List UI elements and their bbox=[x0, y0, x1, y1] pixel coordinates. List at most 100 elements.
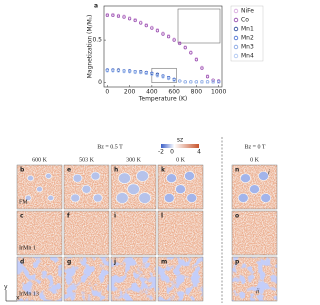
panel-letter: n bbox=[235, 167, 239, 174]
field-header: Bz = 0 T bbox=[244, 144, 265, 150]
tile-texture bbox=[232, 211, 277, 255]
data-point bbox=[133, 18, 137, 23]
tile-frame bbox=[231, 164, 278, 210]
domain bbox=[90, 171, 101, 181]
panel-letter: l bbox=[161, 213, 163, 220]
tile-texture bbox=[158, 211, 203, 255]
domain bbox=[240, 173, 251, 183]
temperature: 0 K bbox=[176, 157, 186, 163]
x-tick-label: 0 bbox=[105, 89, 109, 96]
data-point bbox=[200, 80, 204, 84]
data-point bbox=[205, 80, 210, 84]
x-tick-label: 200 bbox=[124, 89, 136, 96]
x-tick-label: 1000 bbox=[211, 89, 226, 96]
domain bbox=[47, 195, 55, 202]
domain bbox=[92, 193, 103, 203]
tile-frame bbox=[157, 256, 204, 302]
data-point bbox=[194, 80, 198, 84]
temperature: 503 K bbox=[79, 157, 95, 163]
data-point bbox=[217, 80, 221, 84]
panel-letter: h bbox=[114, 167, 118, 174]
domain bbox=[81, 184, 92, 194]
data-point bbox=[105, 13, 109, 17]
legend-label: Mn1 bbox=[241, 26, 254, 33]
tile-frame bbox=[157, 164, 204, 210]
colorbar-tick: 0 bbox=[170, 149, 174, 156]
domains bbox=[17, 257, 62, 301]
panel-letter: f bbox=[67, 213, 70, 220]
legend-marker bbox=[233, 26, 239, 32]
panel-letter: e bbox=[67, 167, 71, 174]
tile-frame bbox=[110, 164, 157, 210]
legend-label: Co bbox=[241, 17, 249, 24]
field-header: Bz = 0.5 T bbox=[97, 144, 123, 150]
data-point bbox=[183, 80, 187, 84]
domain bbox=[138, 192, 152, 204]
tile-frame bbox=[63, 164, 110, 210]
data-point bbox=[150, 72, 154, 76]
data-point bbox=[189, 51, 193, 55]
temperature: 300 K bbox=[126, 157, 142, 163]
data-point bbox=[166, 76, 171, 81]
data-point bbox=[128, 17, 132, 21]
domains bbox=[111, 257, 156, 301]
legend-frame bbox=[230, 5, 264, 62]
snapshot-grid: Bz = 0.5 T Bz = 0 T sz -2 0 4 600 K 503 K 300 K 0… bbox=[4, 137, 278, 303]
data-point bbox=[172, 78, 176, 82]
domain bbox=[36, 186, 43, 193]
data-point bbox=[144, 24, 148, 28]
colorbar bbox=[161, 144, 199, 148]
domain bbox=[115, 192, 129, 204]
tile-texture bbox=[64, 211, 109, 255]
domain bbox=[27, 175, 34, 182]
data-point bbox=[139, 21, 143, 25]
data-point bbox=[122, 70, 126, 74]
marker: i bbox=[268, 170, 270, 177]
panel-letter: b bbox=[20, 167, 25, 174]
marker: ii bbox=[256, 289, 260, 296]
domain bbox=[186, 193, 198, 203]
x-tick-label: 400 bbox=[146, 89, 158, 96]
temperature: 600 K bbox=[32, 157, 48, 163]
y-tick-label: 0.5 bbox=[92, 37, 102, 44]
legend-marker bbox=[233, 35, 239, 41]
data-point bbox=[178, 79, 182, 83]
data-point bbox=[200, 66, 204, 70]
domains bbox=[64, 257, 109, 301]
plot-frame bbox=[103, 5, 223, 88]
legend-marker bbox=[233, 8, 239, 14]
colorbar-tick: 4 bbox=[197, 149, 201, 156]
tile-frame bbox=[110, 256, 157, 302]
domain bbox=[70, 193, 81, 203]
domain bbox=[136, 170, 149, 182]
x-axis-label: Temperature (K) bbox=[138, 96, 188, 103]
legend-label: NiFe bbox=[241, 8, 254, 15]
domain bbox=[72, 173, 83, 183]
x-tick-label: 800 bbox=[191, 89, 203, 96]
tile-frame bbox=[63, 210, 110, 256]
data-point bbox=[189, 80, 193, 84]
domain bbox=[163, 193, 175, 203]
data-point bbox=[155, 74, 160, 78]
colorbar-label: sz bbox=[177, 137, 183, 144]
domains bbox=[158, 257, 203, 301]
data-point bbox=[211, 80, 215, 84]
data-point bbox=[133, 70, 137, 75]
data-point bbox=[161, 75, 165, 79]
y-axis-label: Magnetization (M/Mₛ) bbox=[87, 15, 94, 79]
panel-letter: k bbox=[161, 167, 166, 174]
data-point bbox=[194, 58, 198, 62]
axis-name: y bbox=[4, 284, 8, 291]
domain bbox=[127, 183, 140, 195]
data-point bbox=[211, 78, 215, 82]
data-point bbox=[183, 46, 187, 50]
data-point bbox=[128, 70, 132, 74]
data-point bbox=[116, 69, 121, 73]
row-label: FM bbox=[19, 199, 28, 205]
axis-name: x bbox=[16, 295, 20, 302]
panel-letter: g bbox=[67, 259, 71, 266]
tile-frame bbox=[110, 210, 157, 256]
data-point bbox=[105, 69, 109, 73]
panel-letter: c bbox=[20, 213, 24, 220]
domain bbox=[258, 171, 269, 181]
